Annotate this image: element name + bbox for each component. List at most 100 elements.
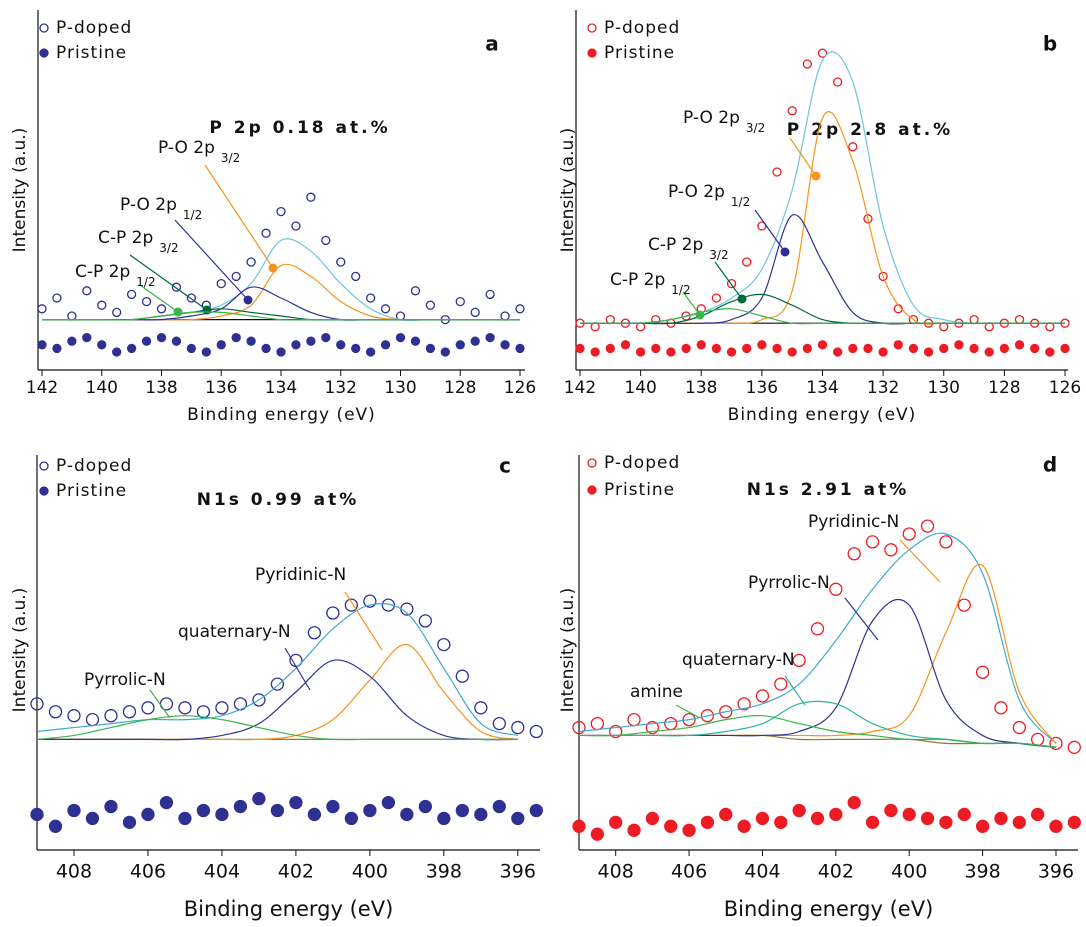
open-point [700, 709, 715, 723]
component-curve [580, 111, 1065, 325]
open-point [792, 653, 806, 668]
filled-point [700, 815, 715, 829]
open-point [605, 314, 615, 325]
filled-point [878, 347, 888, 357]
filled-point [529, 803, 543, 818]
open-point [67, 709, 81, 723]
filled-point [787, 347, 797, 357]
component-curve [580, 308, 1065, 325]
filled-point [902, 807, 916, 822]
x-tick-label: 128 [988, 378, 1020, 398]
component-curve [580, 293, 1065, 325]
open-point [344, 598, 359, 612]
component-curve [578, 532, 1057, 744]
x-tick-label: 134 [806, 378, 838, 398]
component-label: C-P 2p 3/2 [648, 235, 729, 262]
series [572, 519, 1081, 754]
x-tick-label: 136 [746, 378, 778, 398]
component-curve [37, 659, 518, 741]
open-point [787, 106, 797, 116]
open-point [474, 701, 488, 715]
open-point [737, 697, 751, 711]
callout-dot [695, 310, 705, 320]
series [572, 795, 1081, 841]
filled-point [590, 827, 604, 841]
component-label: P-O 2p 1/2 [668, 182, 750, 209]
y-axis-label: Intensity (a.u.) [10, 128, 30, 253]
legend-marker [39, 23, 49, 33]
legend-marker [587, 48, 597, 58]
filled-point [252, 792, 266, 806]
open-point [863, 214, 873, 224]
filled-point [437, 811, 451, 826]
filled-point [829, 807, 843, 822]
open-point [425, 300, 436, 310]
filled-point [492, 799, 506, 814]
filled-point [216, 340, 226, 350]
open-point [817, 48, 828, 58]
filled-point [666, 347, 676, 357]
filled-point [276, 347, 286, 357]
filled-point [1067, 815, 1081, 829]
legend-marker [587, 23, 597, 33]
filled-point [742, 343, 752, 354]
component-curve [37, 643, 518, 741]
legend-label: P-doped [56, 18, 132, 38]
open-point [52, 293, 62, 303]
open-point [326, 606, 340, 620]
open-point [470, 307, 480, 318]
legend-marker [39, 486, 49, 496]
open-point [500, 311, 510, 321]
callout-line [784, 675, 806, 706]
open-point [833, 77, 843, 87]
open-point [1012, 720, 1026, 735]
x-tick-label: 398 [426, 861, 462, 883]
open-point [216, 278, 226, 289]
x-axis-label: Binding energy (eV) [187, 405, 376, 425]
filled-point [30, 807, 44, 822]
x-tick-label: 142 [26, 378, 58, 398]
component-curve [578, 714, 1057, 748]
component-subscript: 1/2 [671, 283, 690, 297]
filled-point [810, 811, 825, 826]
open-point [726, 278, 737, 289]
open-point [104, 709, 118, 723]
panel-letter: a [485, 32, 499, 56]
filled-point [975, 819, 990, 833]
series [30, 594, 543, 739]
filled-point [141, 336, 152, 346]
x-tick-label: 138 [685, 378, 717, 398]
filled-point [201, 347, 211, 357]
callout-dot [243, 295, 253, 305]
x-axis-label: Binding energy (eV) [724, 897, 934, 921]
component-label: P-O 2p 3/2 [158, 138, 240, 165]
filled-point [261, 343, 271, 354]
filled-point [178, 811, 192, 826]
filled-point [719, 807, 733, 822]
x-tick-label: 404 [744, 861, 780, 883]
filled-point [159, 795, 174, 810]
callout-dot [173, 307, 183, 317]
filled-point [515, 343, 525, 354]
component-curve [36, 715, 518, 741]
x-tick-label: 400 [352, 861, 388, 883]
filled-point [774, 815, 788, 829]
open-point [627, 713, 641, 727]
open-point [122, 705, 137, 719]
callout-line [675, 704, 701, 719]
filled-point [82, 332, 92, 343]
open-point [363, 594, 377, 608]
component-name: Pyridinic-N [808, 512, 899, 532]
filled-point [270, 803, 285, 818]
filled-point [954, 340, 964, 350]
open-point [171, 282, 182, 292]
x-tick-label: 126 [504, 378, 536, 398]
filled-point [196, 803, 211, 818]
open-point [336, 257, 346, 267]
legend-label: Pristine [56, 481, 127, 501]
filled-point [1045, 347, 1055, 357]
component-label: Pyrrolic-N [748, 573, 830, 593]
callout-dot [780, 247, 790, 257]
legend-label: Pristine [604, 43, 675, 63]
open-point [270, 677, 285, 691]
